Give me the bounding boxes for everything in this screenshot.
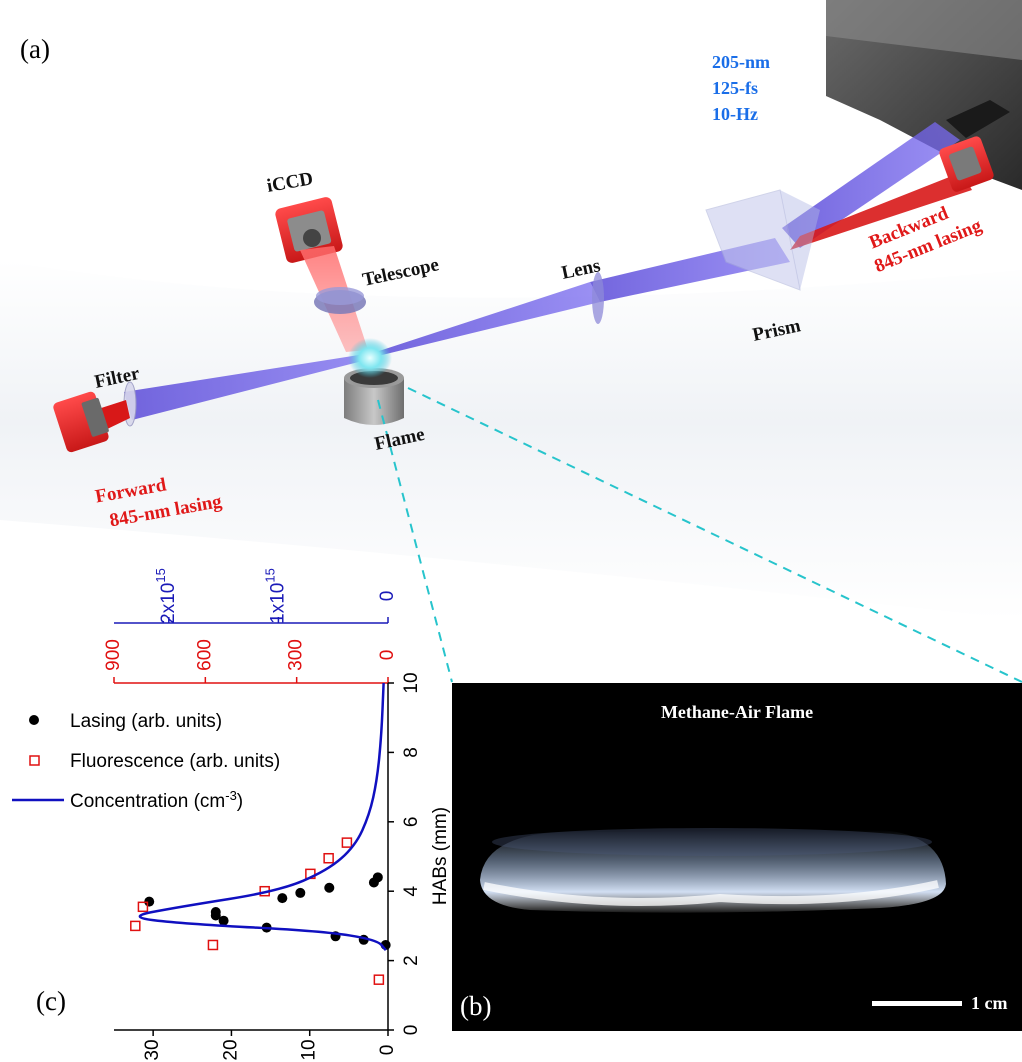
laser-spec-wavelength: 205-nm <box>712 52 770 72</box>
zoom-line-right <box>407 387 1022 683</box>
forward-detector <box>53 391 109 453</box>
lasing-tick-label: 0 <box>377 1045 398 1056</box>
concentration-axis-ticks: 0 1x1015 2x1015 <box>153 568 398 624</box>
flame-upper-glow <box>492 828 932 856</box>
legend-concentration-label: Concentration (cm-3) <box>70 788 243 813</box>
hab-tick-label: 4 <box>401 885 422 896</box>
telescope <box>314 287 366 314</box>
fluorescence-tick-label: 900 <box>103 639 124 671</box>
lasing-point <box>295 887 306 898</box>
laser-spec-rate: 10-Hz <box>712 104 758 124</box>
concentration-tick-label: 1x1015 <box>262 568 288 624</box>
fluorescence-point <box>207 939 219 951</box>
setup-background-shading <box>0 260 1022 620</box>
hab-tick-label: 10 <box>401 672 422 693</box>
hab-tick-label: 0 <box>401 1025 422 1036</box>
fluorescence-point <box>341 837 353 848</box>
concentration-tick-label: 0 <box>377 591 398 602</box>
flame-front <box>483 880 939 906</box>
legend-lasing-label: Lasing (arb. units) <box>70 711 222 732</box>
lasing-point <box>218 915 229 926</box>
zoom-line-left <box>377 399 453 683</box>
lens <box>592 272 604 324</box>
prism <box>705 189 820 291</box>
flame-glow <box>348 338 392 378</box>
hab-tick-label: 2 <box>401 955 422 966</box>
lasing-point <box>372 872 383 883</box>
lasing-point <box>277 893 288 904</box>
scale-bar-label: 1 cm <box>971 993 1007 1013</box>
panel-label-a: (a) <box>20 34 50 64</box>
flame-photo-title: Methane-Air Flame <box>661 702 813 722</box>
chart-legend: Lasing (arb. units) Fluorescence (arb. u… <box>12 711 280 812</box>
flame-photo-panel: Methane-Air Flame (b) 1 cm <box>452 683 1022 1031</box>
panel-label-b: (b) <box>460 991 491 1021</box>
iccd-camera <box>275 197 343 263</box>
hab-tick-label: 8 <box>401 747 422 758</box>
scale-bar <box>872 1001 962 1006</box>
hab-tick-label: 6 <box>401 817 422 828</box>
legend-lasing-marker <box>29 715 39 725</box>
lasing-tick-label: 20 <box>220 1039 241 1060</box>
legend-fluorescence-label: Fluorescence (arb. units) <box>70 751 280 772</box>
backward-lasing-beam <box>790 172 972 250</box>
fluorescence-tick-label: 300 <box>286 639 307 671</box>
concentration-curve <box>138 682 387 951</box>
lasing-axis-ticks: 0 10 20 30 <box>142 1030 398 1061</box>
panel-label-c: (c) <box>36 986 66 1016</box>
concentration-tick-label: 2x1015 <box>153 568 179 624</box>
lasing-tick-label: 10 <box>299 1039 320 1060</box>
lasing-point <box>324 882 335 893</box>
laser-spec-labels: 205-nm 125-fs 10-Hz <box>712 52 770 124</box>
fluorescence-tick-label: 600 <box>194 639 215 671</box>
backward-detector <box>939 136 994 192</box>
fluorescence-point <box>137 901 149 913</box>
hab-axis-ticks: 0 2 4 6 8 10 <box>388 672 422 1035</box>
burner <box>344 368 404 425</box>
chart-series <box>130 682 391 985</box>
fluorescence-axis-ticks: 0 300 600 900 <box>103 639 398 683</box>
flame-luminous-band <box>480 830 946 913</box>
hab-axis-title: HABs (mm) <box>430 807 451 905</box>
laser-spec-pulse: 125-fs <box>712 78 758 98</box>
lasing-tick-label: 30 <box>142 1039 163 1060</box>
fluorescence-point <box>323 852 334 864</box>
fluorescence-point <box>130 920 141 932</box>
legend-fluorescence-marker <box>29 755 40 766</box>
fluorescence-point <box>373 974 385 985</box>
lasing-point <box>210 907 221 918</box>
fluorescence-tick-label: 0 <box>377 650 398 661</box>
